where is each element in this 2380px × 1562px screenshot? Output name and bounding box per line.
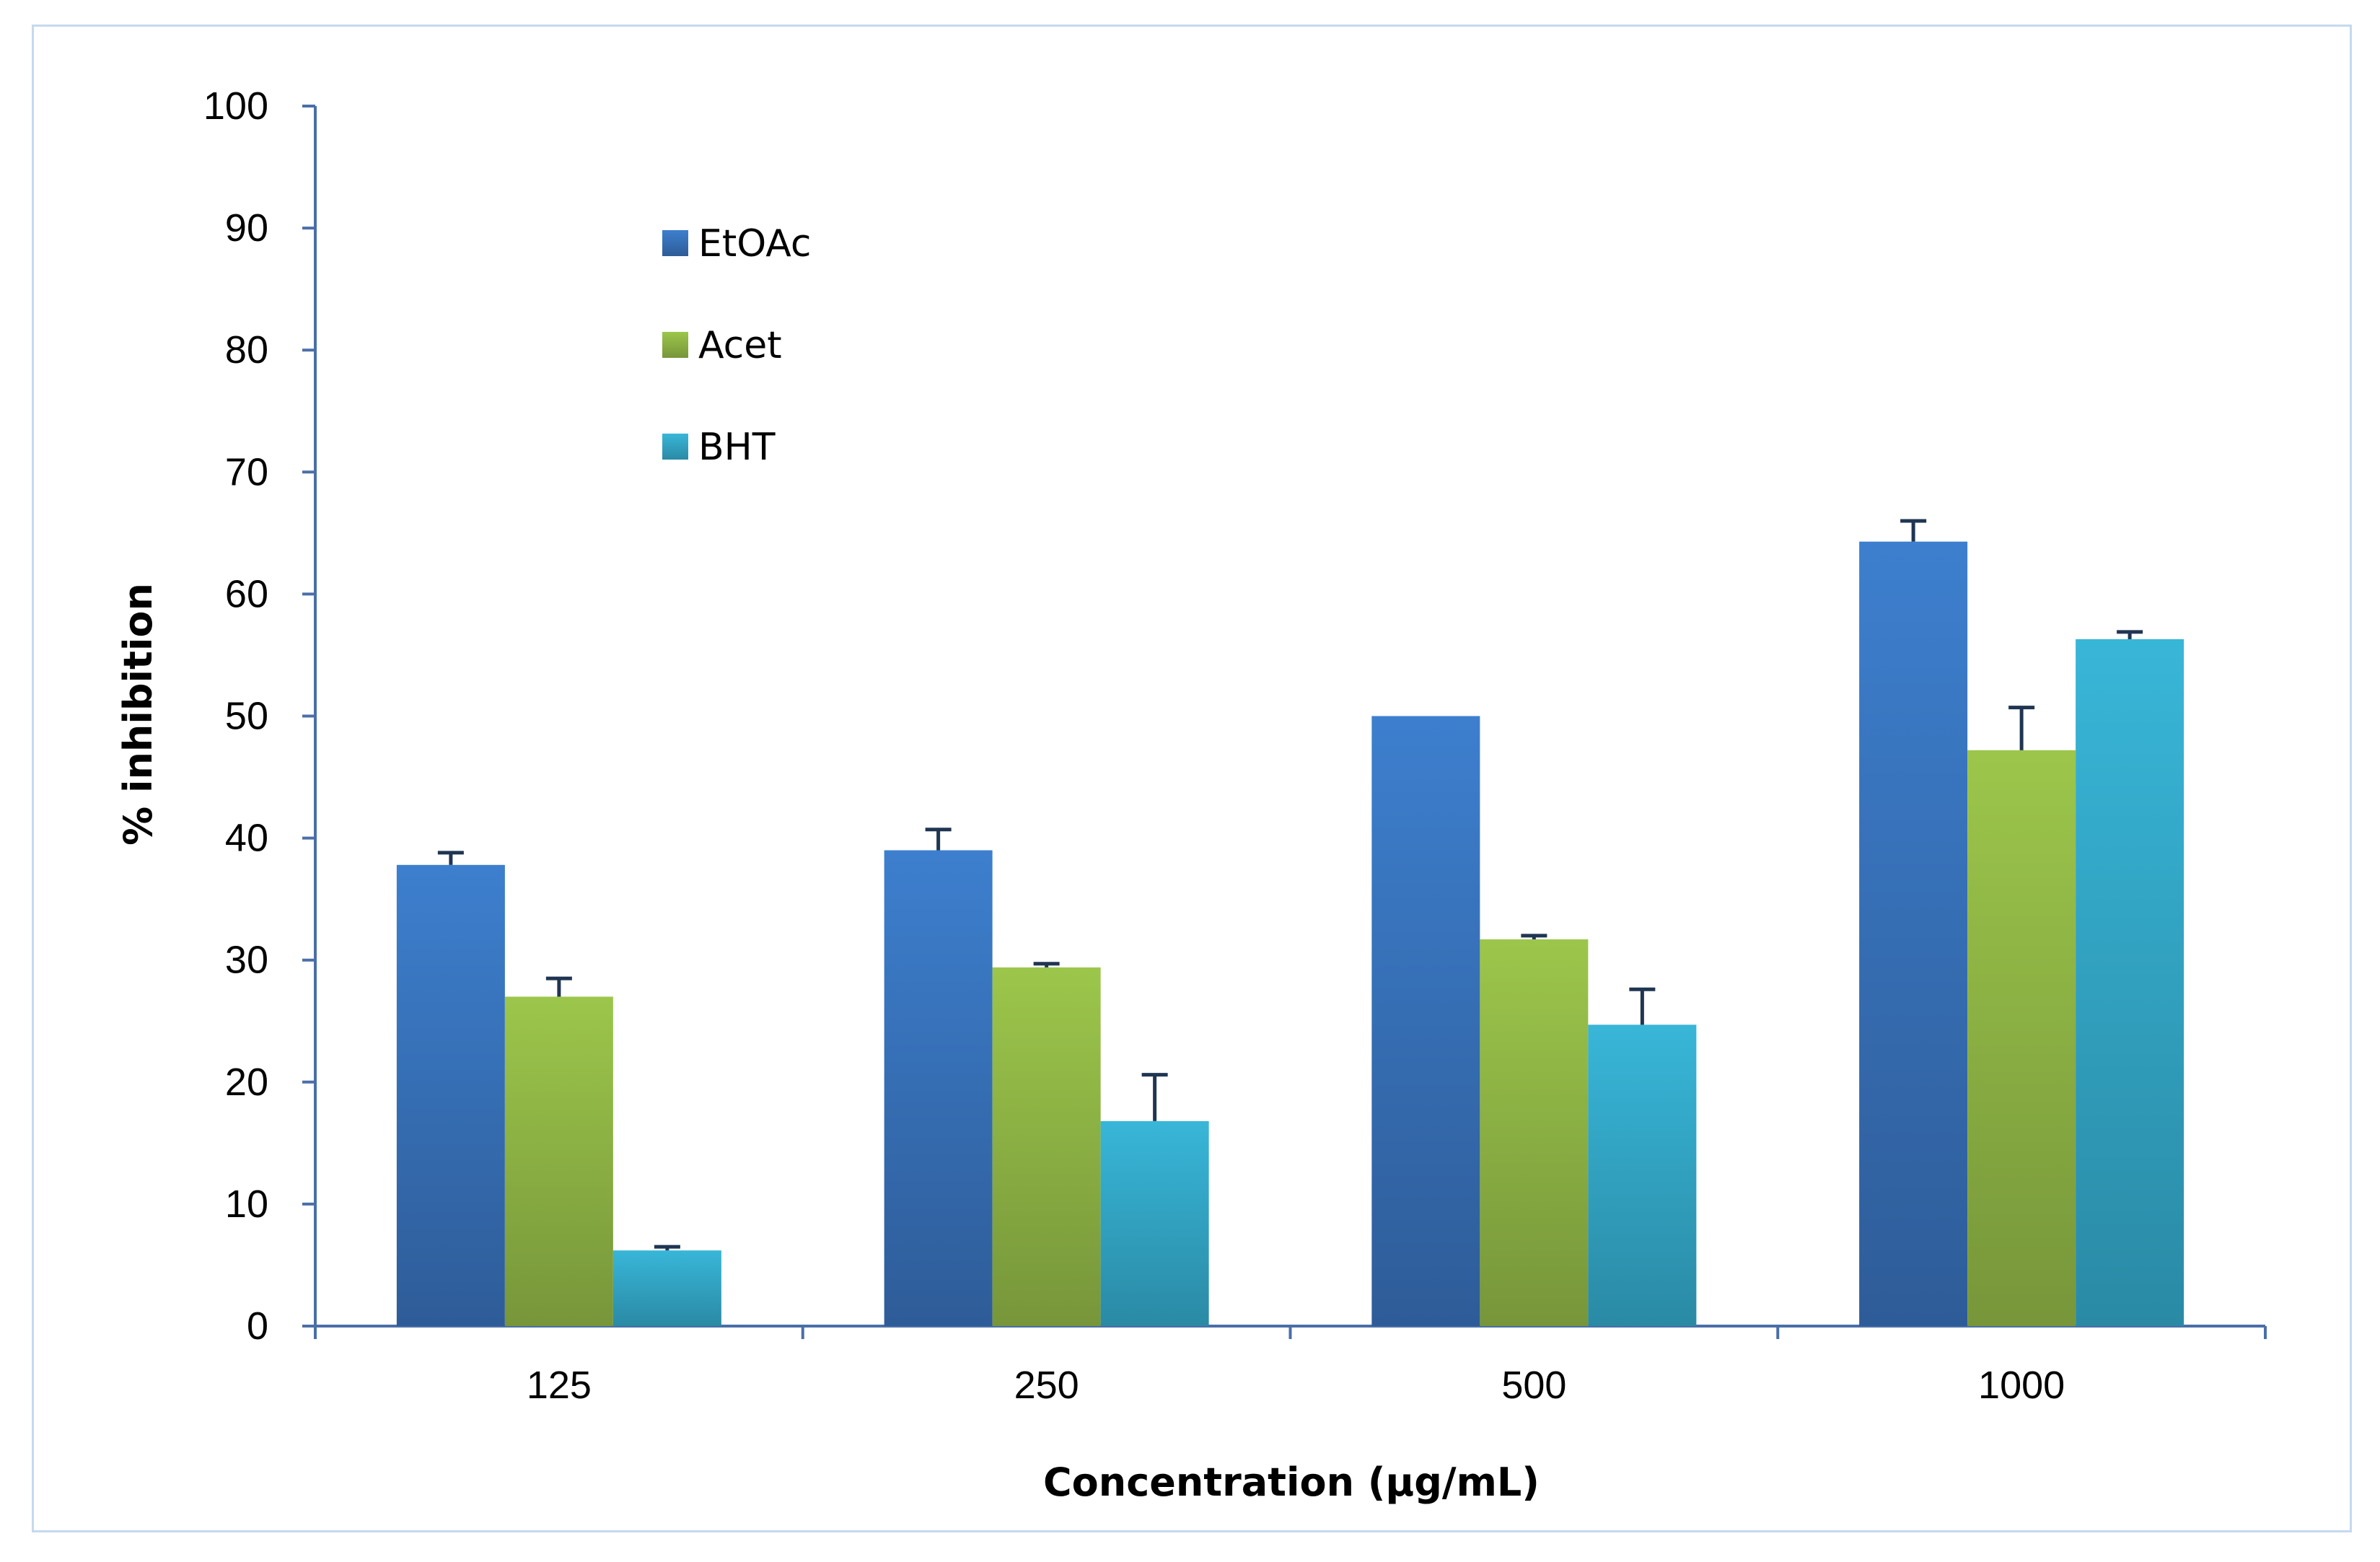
bar-acet-125 — [504, 996, 613, 1326]
x-tick-label: 1000 — [1978, 1364, 2065, 1407]
legend-label-bht: BHT — [698, 426, 776, 469]
x-tick-label: 500 — [1501, 1364, 1566, 1407]
bar-etoac-250 — [884, 850, 993, 1326]
y-tick-label: 60 — [225, 572, 268, 615]
legend-swatch-bht — [662, 434, 688, 460]
legend: EtOAc Acet BHT — [662, 222, 812, 469]
x-tick-label: 250 — [1014, 1364, 1079, 1407]
bar-bht-500 — [1588, 1024, 1697, 1326]
y-tick-label: 90 — [225, 206, 268, 250]
bar-bht-250 — [1100, 1120, 1209, 1326]
y-tick-label: 10 — [225, 1183, 268, 1226]
bars — [396, 519, 2184, 1326]
bar-bht-1000 — [2076, 639, 2184, 1326]
bar-etoac-1000 — [1859, 541, 1968, 1326]
y-tick-label: 20 — [225, 1061, 268, 1104]
bar-acet-1000 — [1967, 750, 2076, 1326]
legend-label-acet: Acet — [698, 324, 782, 367]
y-tick-label: 40 — [225, 817, 268, 860]
bar-etoac-125 — [396, 864, 505, 1326]
y-tick-label: 70 — [225, 450, 268, 493]
bar-acet-500 — [1480, 939, 1589, 1326]
bar-etoac-500 — [1371, 716, 1480, 1326]
x-axis-title: Concentration (µg/mL) — [1043, 1460, 1540, 1505]
bar-bht-125 — [612, 1250, 721, 1326]
y-tick-label: 0 — [247, 1304, 268, 1348]
legend-swatch-etoac — [662, 230, 688, 256]
y-tick-label: 80 — [225, 328, 268, 372]
x-tick-label: 125 — [527, 1364, 592, 1407]
legend-swatch-acet — [662, 332, 688, 358]
y-tick-label: 50 — [225, 695, 268, 738]
legend-label-etoac: EtOAc — [698, 222, 812, 266]
y-tick-label: 30 — [225, 939, 268, 982]
y-tick-label: 100 — [203, 84, 268, 128]
bar-acet-250 — [992, 967, 1101, 1326]
y-axis-title: % inhibition — [115, 583, 161, 846]
